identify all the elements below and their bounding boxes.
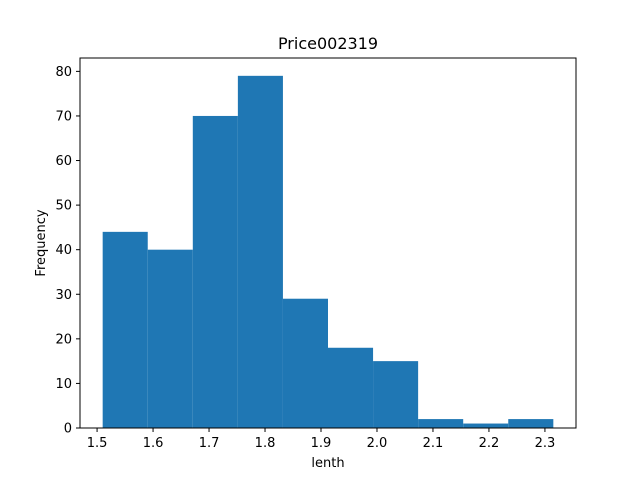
histogram-bar [418,419,464,428]
y-tick-label: 80 [55,65,72,80]
x-axis-label: lenth [311,456,344,471]
x-tick-label: 1.5 [87,436,108,451]
x-tick-label: 1.8 [255,436,276,451]
y-tick-label: 40 [55,243,72,258]
x-tick-label: 1.9 [311,436,332,451]
x-tick-label: 2.0 [367,436,388,451]
histogram-bar [508,419,554,428]
bars-group [102,75,554,428]
x-tick-label: 2.3 [535,436,556,451]
plot-area-frame [79,57,577,429]
histogram-bar [192,115,238,428]
histogram-bar [147,249,193,428]
y-tick-label: 50 [55,199,72,214]
histogram-bar [328,347,374,428]
y-tick-label: 20 [55,332,72,347]
y-tick-label: 0 [64,422,72,437]
x-tick-label: 2.1 [423,436,444,451]
histogram-bar [237,75,283,428]
x-tick-label: 1.6 [143,436,164,451]
histogram-bar [463,423,509,428]
x-tick-label: 2.2 [479,436,500,451]
y-tick-label: 60 [55,154,72,169]
histogram-bar [102,231,148,428]
x-axis: 1.5 1.6 1.7 1.8 1.9 2.0 2.1 2.2 2.3 [87,428,556,451]
y-tick-label: 10 [55,377,72,392]
y-axis: 0 10 20 30 40 50 60 70 80 [55,65,80,437]
x-tick-label: 1.7 [199,436,220,451]
y-tick-label: 70 [55,109,72,124]
y-axis-label: Frequency [34,209,49,276]
y-tick-label: 30 [55,288,72,303]
histogram-bar [282,298,328,428]
chart-title: Price002319 [278,34,378,53]
histogram-bar [373,361,419,428]
